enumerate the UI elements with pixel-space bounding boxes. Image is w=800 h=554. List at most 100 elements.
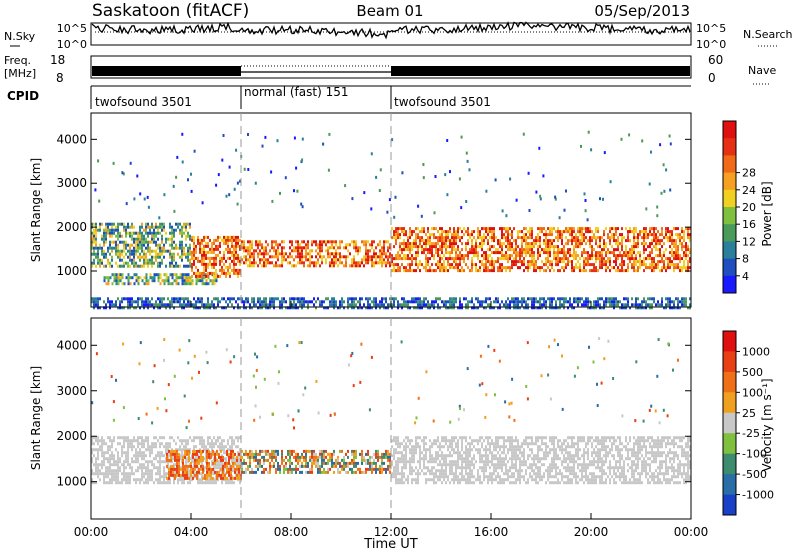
echo-cell — [327, 252, 329, 256]
echo-cell — [207, 274, 209, 278]
echo-cell — [583, 260, 585, 264]
echo-cell — [91, 237, 93, 241]
echo-cell — [407, 303, 409, 307]
echo-cell — [319, 464, 321, 468]
echo-cell — [385, 297, 387, 301]
echo-cell — [230, 470, 232, 474]
echo-cell — [653, 236, 655, 240]
echo-cell — [227, 297, 229, 301]
echo-cell — [365, 461, 367, 465]
echo-cell — [151, 478, 153, 482]
echo-cell — [149, 475, 151, 479]
echo-cell — [275, 449, 277, 453]
echo-cell — [579, 257, 581, 261]
echo-cell — [93, 246, 95, 250]
echo-cell — [105, 472, 107, 476]
echo-cell — [188, 458, 190, 462]
echo-cell — [141, 445, 143, 449]
echo-cell — [253, 249, 255, 253]
echo-cell — [219, 466, 221, 470]
echo-cell — [453, 239, 455, 243]
echo-cell — [483, 257, 485, 261]
echo-cell — [335, 464, 337, 468]
echo-cell — [183, 246, 185, 250]
echo-cell — [319, 252, 321, 256]
echo-cell — [341, 449, 343, 453]
echo-cell — [351, 261, 353, 265]
echo-cell — [231, 303, 233, 307]
echo-cell — [573, 266, 575, 270]
echo-cell — [211, 262, 213, 266]
echo-cell — [387, 303, 389, 307]
echo-cell — [563, 269, 565, 273]
echo-cell — [177, 222, 179, 226]
echo-cell — [293, 306, 295, 310]
echo-cell — [345, 264, 347, 268]
echo-cell — [157, 228, 159, 232]
echo-cell — [321, 470, 323, 474]
echo-cell — [179, 231, 181, 235]
echo-cell — [575, 300, 577, 304]
echo-cell — [627, 300, 629, 304]
echo-cell — [265, 240, 267, 244]
echo-cell — [337, 264, 339, 268]
echo-cell — [275, 249, 277, 253]
echo-cell — [567, 260, 569, 264]
echo-cell — [231, 481, 233, 485]
cpid-panel: CPID twofsound 3501 normal (fast) 151 tw… — [7, 85, 691, 109]
echo-cell — [603, 151, 606, 155]
echo-cell — [539, 266, 541, 270]
echo-cell — [339, 449, 341, 453]
echo-cell — [119, 252, 121, 256]
echo-cell — [435, 245, 437, 249]
echo-cell — [583, 269, 585, 273]
echo-cell — [119, 457, 121, 461]
echo-cell — [411, 263, 413, 267]
echo-cell — [107, 448, 109, 452]
echo-cell — [447, 230, 449, 234]
echo-cell — [591, 306, 593, 310]
echo-cell — [287, 458, 289, 462]
echo-cell — [577, 254, 579, 258]
echo-cell — [555, 263, 557, 267]
echo-cell — [423, 227, 425, 231]
echo-cell — [117, 237, 119, 241]
echo-cell — [117, 460, 119, 464]
echo-cell — [123, 436, 125, 440]
echo-cell — [155, 225, 157, 229]
echo-cell — [379, 455, 381, 459]
echo-cell — [435, 269, 437, 273]
echo-cell — [257, 464, 259, 468]
echo-cell — [107, 457, 109, 461]
echo-cell — [119, 222, 121, 226]
echo-cell — [685, 300, 687, 304]
echo-cell — [517, 260, 519, 264]
echo-cell — [281, 455, 283, 459]
echo-cell — [467, 303, 469, 307]
echo-cell — [95, 255, 97, 259]
echo-cell — [349, 467, 351, 471]
echo-cell — [687, 245, 689, 249]
echo-cell — [495, 251, 497, 255]
echo-cell — [249, 246, 251, 250]
echo-cell — [595, 230, 597, 234]
echo-cell — [210, 467, 212, 471]
echo-cell — [203, 448, 205, 452]
echo-cell — [683, 236, 685, 240]
echo-cell — [129, 234, 131, 238]
echo-cell — [513, 260, 515, 264]
echo-cell — [525, 236, 527, 240]
echo-cell — [293, 249, 295, 253]
echo-cell — [667, 230, 669, 234]
echo-cell — [417, 303, 419, 307]
echo-cell — [495, 300, 497, 304]
echo-cell — [99, 448, 101, 452]
echo-cell — [178, 464, 180, 468]
echo-cell — [429, 239, 431, 243]
echo-cell — [501, 236, 503, 240]
echo-cell — [473, 230, 475, 234]
echo-cell — [369, 461, 371, 465]
echo-cell — [339, 246, 341, 250]
echo-cell — [353, 243, 355, 247]
echo-cell — [119, 466, 121, 470]
